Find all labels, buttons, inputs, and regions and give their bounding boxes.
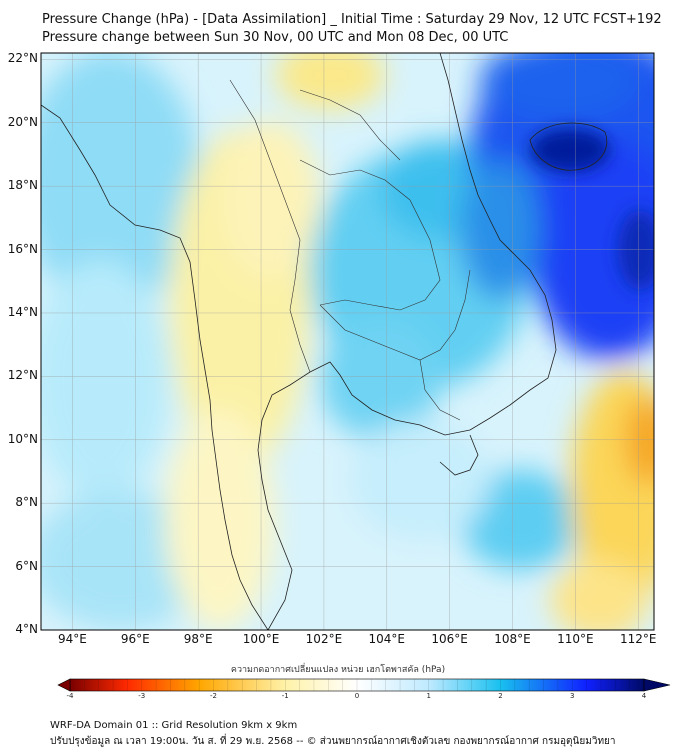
lon-tick-label: 94°E [57, 632, 87, 646]
colorbar-tick-label: -2 [210, 692, 217, 700]
colorbar-max-extend [643, 678, 671, 692]
lon-tick-label: 104°E [368, 632, 406, 646]
lon-tick-label: 96°E [120, 632, 150, 646]
lat-tick-label: 10°N [7, 431, 38, 446]
coastlines [41, 53, 608, 630]
pressure-field [41, 53, 654, 630]
colorbar-tick-label: -3 [138, 692, 146, 700]
lat-tick-label: 22°N [7, 51, 38, 66]
colorbar-tick-label: 3 [570, 692, 575, 700]
lon-tick-label: 102°E [305, 632, 343, 646]
colorbar-tick-label: 0 [354, 692, 360, 700]
country-borders [229, 79, 471, 421]
lat-tick-label: 4°N [15, 622, 38, 636]
colorbar-tick-label: -1 [281, 692, 289, 700]
lat-tick-label: 6°N [15, 558, 38, 573]
lat-tick-label: 20°N [7, 114, 38, 129]
lat-tick-label: 14°N [7, 304, 38, 319]
lat-tick-label: 16°N [7, 241, 38, 256]
colorbar-tick-label: 1 [426, 692, 431, 700]
colorbar-min-extend [57, 678, 71, 692]
lon-tick-label: 100°E [242, 632, 280, 646]
lat-tick-label: 8°N [15, 495, 38, 510]
colorbar-tick-label: 2 [498, 692, 503, 700]
colorbar-tick-label: -4 [66, 692, 74, 700]
lat-tick-label: 12°N [7, 368, 38, 383]
lon-tick-label: 112°E [620, 632, 657, 646]
colorbar-tick-label: 4 [641, 692, 647, 700]
footer-credits: ปรับปรุงข้อมูล ณ เวลา 19:00น. วัน ส. ที่… [50, 736, 616, 747]
map-frame [40, 52, 655, 631]
lon-tick-label: 106°E [431, 632, 468, 646]
lon-tick-label: 108°E [494, 632, 531, 646]
colorbar-label: ความกดอากาศเปลี่ยนแปลง หน่วย เฮกโตพาสคัล… [230, 665, 446, 675]
map-subtitle: Pressure change between Sun 30 Nov, 00 U… [42, 30, 509, 45]
footer-domain-info: WRF-DA Domain 01 :: Grid Resolution 9km … [50, 720, 298, 731]
map-title: Pressure Change (hPa) - [Data Assimilati… [42, 12, 662, 27]
lat-tick-label: 18°N [7, 178, 38, 193]
lon-tick-label: 98°E [183, 632, 213, 646]
colorbar [57, 678, 671, 692]
lon-tick-label: 110°E [557, 632, 594, 646]
graticule [41, 53, 654, 631]
